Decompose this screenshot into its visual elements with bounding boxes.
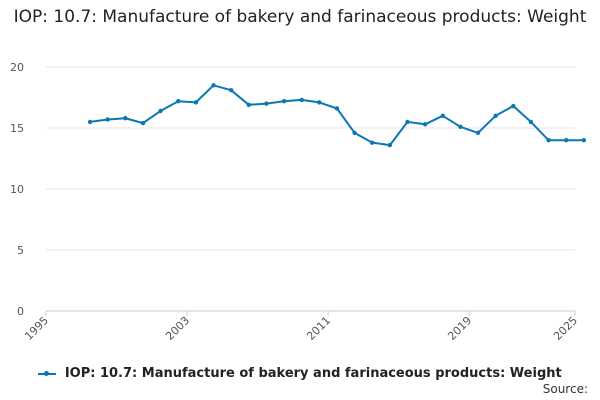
data-point[interactable]	[264, 101, 269, 106]
data-point[interactable]	[475, 130, 481, 136]
data-point[interactable]	[281, 98, 287, 104]
gridlines	[46, 66, 575, 312]
data-point[interactable]	[563, 138, 569, 143]
data-point[interactable]	[387, 142, 393, 148]
x-tick-label: 2019	[445, 314, 474, 343]
series-line	[89, 84, 584, 147]
data-point[interactable]	[140, 120, 146, 126]
chart-title: IOP: 10.7: Manufacture of bakery and far…	[13, 7, 587, 27]
y-tick-label: 0	[17, 305, 24, 318]
x-tick-label: 1995	[22, 314, 51, 343]
data-point[interactable]	[352, 130, 357, 136]
data-point[interactable]	[405, 119, 410, 125]
legend[interactable]: IOP: 10.7: Manufacture of bakery and far…	[0, 366, 600, 381]
data-point[interactable]	[317, 100, 322, 105]
data-point[interactable]	[193, 100, 199, 105]
data-point[interactable]	[228, 87, 234, 93]
data-point[interactable]	[493, 113, 498, 119]
data-point[interactable]	[581, 138, 587, 143]
x-axis: 1995 2003 2011 2019 2025	[22, 311, 580, 343]
y-tick-label: 10	[10, 183, 24, 196]
y-axis: 0 5 10 15 20	[10, 61, 24, 318]
x-tick-label: 2011	[304, 314, 333, 343]
data-point[interactable]	[422, 122, 428, 127]
data-point[interactable]	[440, 113, 445, 119]
data-point[interactable]	[511, 103, 516, 109]
data-point[interactable]	[246, 102, 251, 108]
data-point[interactable]	[546, 138, 551, 143]
series-layer	[87, 83, 587, 148]
data-point[interactable]	[370, 140, 375, 145]
y-tick-label: 15	[10, 122, 24, 135]
data-point[interactable]	[211, 83, 216, 88]
data-point[interactable]	[158, 108, 163, 114]
data-point[interactable]	[299, 97, 304, 103]
data-point[interactable]	[528, 119, 534, 125]
y-tick-label: 20	[10, 61, 24, 74]
x-tick-label: 2003	[163, 314, 192, 343]
data-point[interactable]	[123, 116, 128, 121]
legend-label: IOP: 10.7: Manufacture of bakery and far…	[64, 366, 562, 381]
data-point[interactable]	[176, 98, 181, 104]
x-tick-label: 2025	[551, 314, 580, 343]
data-point[interactable]	[458, 124, 463, 129]
source-label: Source:	[542, 382, 588, 396]
data-point[interactable]	[105, 117, 110, 122]
legend-line-marker-icon	[38, 370, 57, 376]
y-tick-label: 5	[17, 244, 24, 257]
data-point[interactable]	[334, 106, 340, 111]
data-point[interactable]	[87, 119, 93, 125]
